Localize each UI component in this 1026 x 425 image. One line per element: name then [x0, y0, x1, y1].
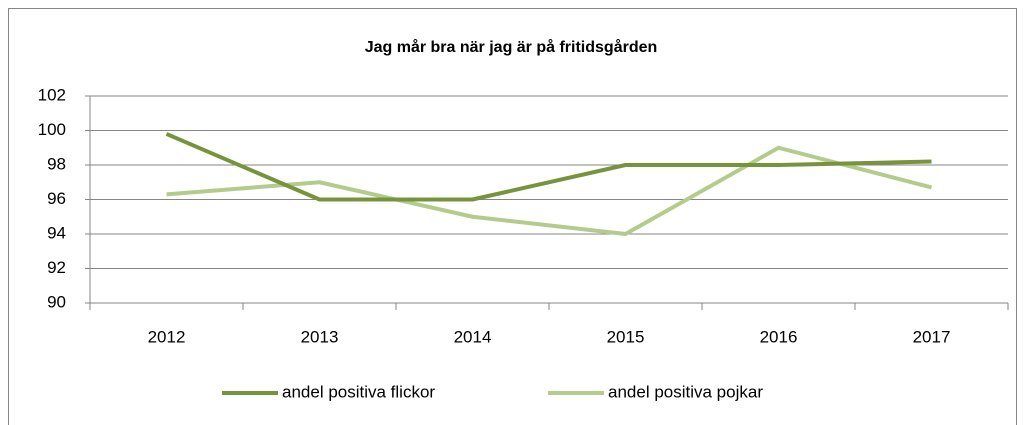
y-tick-label: 98	[47, 154, 66, 173]
x-tick-label: 2015	[607, 327, 645, 346]
legend-label: andel positiva flickor	[282, 382, 435, 401]
series-line	[165, 132, 932, 202]
legend-label: andel positiva pojkar	[608, 382, 763, 401]
x-tick-label: 2014	[454, 327, 492, 346]
series-line	[166, 145, 933, 236]
x-tick-label: 2013	[301, 327, 339, 346]
y-tick-label: 100	[38, 120, 66, 139]
x-tick-label: 2017	[913, 327, 951, 346]
y-tick-label: 96	[47, 189, 66, 208]
y-tick-label: 102	[38, 85, 66, 104]
y-tick-label: 90	[47, 292, 66, 311]
x-tick-label: 2012	[148, 327, 186, 346]
y-tick-label: 94	[47, 223, 66, 242]
x-tick-label: 2016	[760, 327, 798, 346]
chart-border	[8, 8, 1017, 425]
chart-title: Jag mår bra när jag är på fritidsgården	[365, 38, 658, 56]
y-tick-label: 92	[47, 258, 66, 277]
